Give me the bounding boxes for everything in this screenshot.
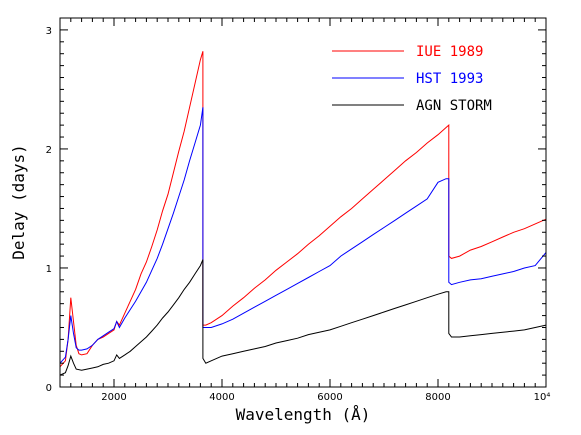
y-tick-label: 3: [46, 26, 52, 37]
x-tick-label: 4000: [209, 392, 234, 403]
y-tick-label: 2: [46, 145, 52, 156]
plot-lines: [59, 51, 547, 376]
x-axis-ticks: 2000 4000 6000 8000 10⁴: [59, 18, 551, 403]
series-line-0: [59, 51, 547, 368]
x-tick-label: 2000: [101, 392, 126, 403]
x-tick-label: 6000: [317, 392, 342, 403]
legend: IUE 1989 HST 1993 AGN STORM: [332, 44, 492, 114]
y-axis-ticks: 0 1 2 3: [46, 17, 546, 394]
series-line-2: [59, 259, 547, 376]
series-line-1: [59, 107, 547, 364]
legend-label-0: IUE 1989: [416, 44, 483, 60]
y-tick-label: 0: [46, 383, 52, 394]
x-axis-title: Wavelength (Å): [236, 405, 371, 424]
x-tick-label: 8000: [425, 392, 450, 403]
x-tick-label: 10⁴: [534, 392, 551, 403]
legend-label-2: AGN STORM: [416, 98, 492, 114]
legend-label-1: HST 1993: [416, 71, 483, 87]
y-axis-title: Delay (days): [9, 144, 28, 260]
plot-frame: [59, 17, 547, 388]
y-tick-label: 1: [46, 264, 52, 275]
